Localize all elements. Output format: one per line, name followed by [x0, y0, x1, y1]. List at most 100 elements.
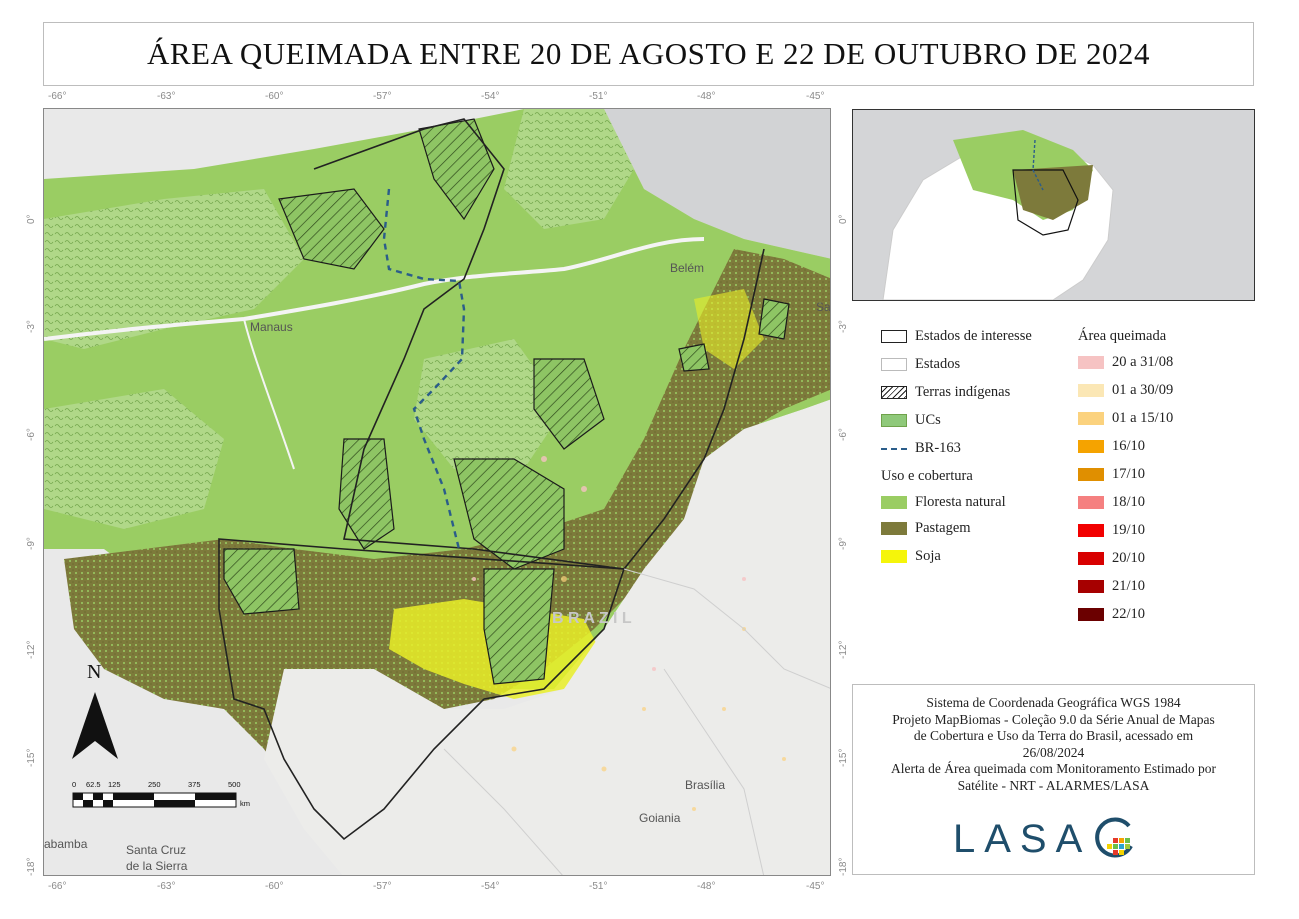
cerrado-area — [264, 399, 830, 875]
legend-item-burn: 18/10 — [1078, 494, 1145, 511]
legend-item-burn: 20 a 31/08 — [1078, 354, 1173, 371]
legend-item-burn: 16/10 — [1078, 438, 1145, 455]
inset-br-163 — [1032, 139, 1044, 191]
lon-tick: -66° — [48, 881, 67, 892]
label-brazil: B R A Z I L — [552, 610, 632, 627]
lasa-logo: LASA — [953, 816, 1137, 862]
label-santa-cruz-2: de la Sierra — [126, 859, 188, 873]
inset-states-outline — [1012, 169, 1079, 236]
label-belem: Belém — [670, 261, 704, 275]
lat-tick: -18° — [838, 857, 849, 876]
north-label: N — [87, 661, 101, 683]
lat-tick: -6° — [838, 428, 849, 441]
lon-tick: -60° — [265, 881, 284, 892]
lat-tick: -12° — [26, 640, 37, 659]
legend-item-burn: 20/10 — [1078, 550, 1145, 567]
lon-tick: -57° — [373, 91, 392, 102]
legend-item-states-interest: Estados de interesse — [881, 328, 1032, 345]
legend-item-forest: Floresta natural — [881, 494, 1006, 511]
lon-tick: -60° — [265, 91, 284, 102]
madeira-river — [243, 318, 295, 470]
burn-swatch-icon — [1078, 552, 1104, 565]
burn-swatch-icon — [1078, 356, 1104, 369]
scale-unit: km — [240, 799, 250, 808]
lon-tick: -51° — [589, 881, 608, 892]
legend-burn-title: Área queimada — [1078, 328, 1167, 344]
lat-tick: -6° — [26, 428, 37, 441]
credits-box: Sistema de Coordenada Geográfica WGS 198… — [852, 684, 1255, 875]
legend-item-burn: 21/10 — [1078, 578, 1145, 595]
lon-tick: -54° — [481, 881, 500, 892]
outlined-box-icon — [881, 330, 907, 343]
scale-label: 62.5 — [86, 780, 101, 789]
lon-tick: -54° — [481, 91, 500, 102]
lat-tick: -3° — [26, 320, 37, 333]
pasture-area — [64, 249, 830, 829]
scale-label: 375 — [188, 780, 201, 789]
legend-item-burn: 17/10 — [1078, 466, 1145, 483]
lon-tick: -48° — [697, 91, 716, 102]
scale-label: 0 — [72, 780, 76, 789]
legend-item-br163: BR-163 — [881, 440, 961, 457]
legend-item-burn: 22/10 — [1078, 606, 1145, 623]
soja-swatch-icon — [881, 550, 907, 563]
inset-pasture — [1013, 165, 1093, 220]
dashed-line-icon — [881, 447, 907, 450]
label-manaus: Manaus — [250, 320, 293, 334]
legend-uso-title: Uso e cobertura — [881, 468, 973, 484]
other-states — [443, 568, 830, 875]
ucs-area — [504, 109, 634, 229]
lon-tick: -51° — [589, 91, 608, 102]
lat-tick: 0° — [838, 214, 849, 224]
lat-tick: -15° — [838, 748, 849, 767]
label-santa-cruz: Santa Cruz — [126, 843, 186, 857]
lon-tick: -45° — [806, 91, 825, 102]
burn-swatch-icon — [1078, 496, 1104, 509]
credit-line: 26/08/2024 — [1022, 744, 1085, 760]
label-sa: Sa — [816, 300, 831, 314]
credit-line: Sistema de Coordenada Geográfica WGS 198… — [926, 695, 1181, 710]
burn-spots-pink — [472, 456, 746, 671]
north-arrow: N — [72, 661, 118, 759]
lat-tick: 0° — [26, 214, 37, 224]
states-of-interest — [218, 118, 765, 841]
inset-locator-map[interactable] — [852, 109, 1255, 301]
forest-swatch-icon — [881, 496, 907, 509]
main-map[interactable]: Manaus Belém B R A Z I L Brasília Goiani… — [43, 108, 831, 876]
burn-swatch-icon — [1078, 580, 1104, 593]
legend-item-pasture: Pastagem — [881, 520, 971, 537]
map-title-box: ÁREA QUEIMADA ENTRE 20 DE AGOSTO E 22 DE… — [43, 22, 1254, 86]
map-canvas: Manaus Belém B R A Z I L Brasília Goiani… — [44, 109, 831, 875]
ocean-area — [604, 109, 830, 259]
burn-swatch-icon — [1078, 468, 1104, 481]
lon-tick: -48° — [697, 881, 716, 892]
burn-swatch-icon — [1078, 440, 1104, 453]
logo-text: LASA — [953, 816, 1092, 861]
lat-tick: -9° — [838, 537, 849, 550]
burn-swatch-icon — [1078, 412, 1104, 425]
legend-item-states: Estados — [881, 356, 960, 373]
label-brasilia: Brasília — [685, 778, 725, 792]
scale-label: 250 — [148, 780, 161, 789]
scale-label: 500 — [228, 780, 241, 789]
lon-tick: -63° — [157, 881, 176, 892]
legend-item-ucs: UCs — [881, 412, 941, 429]
label-goiania: Goiania — [639, 811, 681, 825]
label-abamba: abamba — [44, 837, 88, 851]
lat-tick: -18° — [26, 857, 37, 876]
inset-canvas — [853, 110, 1254, 300]
lat-tick: -12° — [838, 640, 849, 659]
lon-tick: -63° — [157, 91, 176, 102]
scale-bar: 0 62.5 125 250 375 500 km — [72, 780, 250, 808]
credit-line: Projeto MapBiomas - Coleção 9.0 da Série… — [892, 711, 1215, 727]
legend-item-burn: 19/10 — [1078, 522, 1145, 539]
pasture-swatch-icon — [881, 522, 907, 535]
lon-tick: -66° — [48, 91, 67, 102]
ucs-area — [44, 389, 224, 529]
legend-item-burn: 01 a 30/09 — [1078, 382, 1173, 399]
lat-tick: -3° — [838, 320, 849, 333]
lasa-pixel-icon — [1095, 817, 1134, 858]
legend-item-indigenous: Terras indígenas — [881, 384, 1010, 401]
credit-line: de Cobertura e Uso da Terra do Brasil, a… — [913, 728, 1194, 744]
map-title: ÁREA QUEIMADA ENTRE 20 DE AGOSTO E 22 DE… — [146, 36, 1151, 71]
